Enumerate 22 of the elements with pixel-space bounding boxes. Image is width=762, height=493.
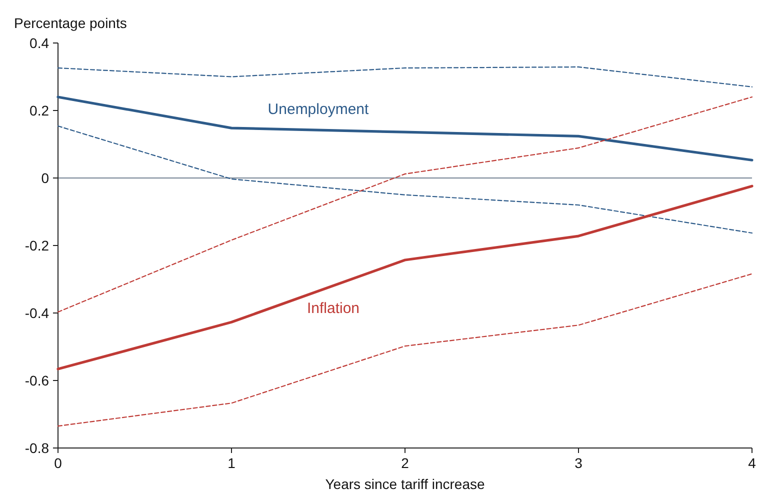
y-tick-label: -0.4: [24, 304, 50, 321]
series-label: Unemployment: [268, 101, 370, 118]
y-tick-label: 0: [41, 170, 50, 186]
y-tick-label: 0.4: [30, 34, 50, 51]
x-tick-label: 2: [401, 455, 410, 471]
line-series: [57, 273, 753, 427]
series-label: Inflation: [306, 300, 360, 318]
y-axis-title: Percentage points: [14, 15, 127, 31]
x-tick-label: 3: [574, 455, 583, 471]
line-series: [56, 184, 754, 370]
x-tick-label: 0: [54, 455, 62, 471]
line-series: [56, 96, 754, 162]
line-series: [57, 66, 753, 88]
x-tick-label: 1: [228, 455, 236, 471]
line-series: [57, 125, 753, 234]
x-tick-label: 4: [748, 455, 756, 471]
y-tick-label: 0.2: [30, 102, 50, 118]
line-series: [57, 96, 753, 313]
y-tick-label: -0.2: [24, 237, 50, 254]
y-tick-label: -0.8: [24, 440, 50, 456]
x-axis-title: Years since tariff increase: [325, 476, 485, 492]
y-tick-label: -0.6: [24, 372, 50, 388]
